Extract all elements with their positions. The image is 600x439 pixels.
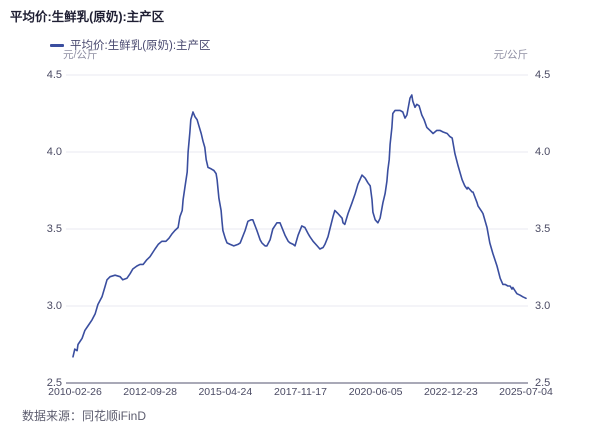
y-axis-tick-label: 3.0 [46, 300, 62, 312]
x-axis-tick-label: 2022-12-23 [423, 386, 478, 398]
y-axis-tick-label: 2.5 [535, 377, 551, 389]
x-axis-tick-label: 2012-09-28 [123, 386, 178, 398]
price-line [72, 94, 527, 358]
x-axis-tick-label: 2015-04-24 [198, 386, 253, 398]
y-axis-tick-label: 3.5 [46, 223, 62, 235]
legend: 平均价:生鲜乳(原奶):主产区 [50, 37, 211, 53]
x-axis-tick-label: 2025-07-04 [499, 386, 553, 398]
y-axis-tick-label: 4.0 [535, 146, 551, 158]
y-axis-unit-left: 元/公斤 [63, 49, 98, 61]
x-axis-tick-label: 2017-11-17 [274, 386, 327, 398]
x-axis-tick-label: 2020-06-05 [348, 386, 403, 398]
x-axis-tick-label: 2010-02-26 [48, 386, 102, 398]
y-axis-unit-right: 元/公斤 [493, 49, 528, 61]
y-axis-tick-label: 3.5 [535, 223, 551, 235]
y-axis-tick-label: 3.0 [535, 300, 551, 312]
chart-title: 平均价:生鲜乳(原奶):主产区 [10, 10, 165, 24]
y-axis-tick-label: 2.5 [46, 377, 62, 389]
data-source-label: 数据来源：同花顺iFinD [22, 409, 147, 423]
legend-line-marker-icon [50, 43, 64, 47]
y-axis-tick-label: 4.5 [535, 69, 551, 81]
legend-label: 平均价:生鲜乳(原奶):主产区 [70, 40, 211, 52]
y-axis-tick-label: 4.5 [46, 69, 62, 81]
y-axis-tick-label: 4.0 [46, 146, 62, 158]
